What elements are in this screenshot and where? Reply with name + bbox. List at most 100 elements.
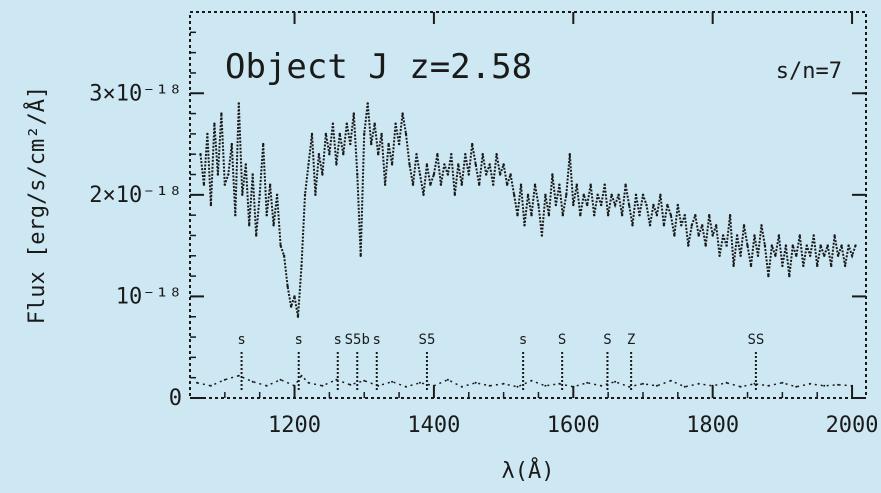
spectrum-point: [589, 183, 592, 186]
line-marker-label: s: [373, 332, 381, 348]
error-point: [683, 385, 686, 388]
spectrum-point: [540, 234, 544, 237]
spectrum-point: [624, 183, 627, 186]
spectrum-point: [721, 234, 725, 237]
spectrum-point: [533, 183, 537, 186]
spectrum-point: [582, 193, 585, 196]
spectrum-point: [645, 203, 648, 207]
spectrum-point: [453, 193, 456, 196]
spectrum-point: [387, 142, 390, 146]
spectrum-point: [715, 224, 718, 227]
error-point: [488, 384, 491, 387]
line-marker-label: s: [519, 332, 527, 348]
spectrum-point: [826, 244, 829, 247]
spectrum-point: [742, 224, 746, 227]
spectrum-point: [847, 244, 850, 247]
spectrum-point: [735, 234, 739, 237]
spectrum-point: [593, 214, 596, 217]
spectrum-point: [788, 274, 791, 278]
spectrum-point: [223, 183, 226, 186]
spectrum-point: [213, 122, 216, 125]
spectrum-point: [220, 112, 223, 115]
y-tick-label: 3×10⁻¹⁸: [89, 81, 182, 106]
spectrum-point: [579, 214, 582, 217]
spectrum-point: [673, 234, 676, 237]
spectrum-point: [255, 234, 258, 237]
error-point: [460, 385, 463, 388]
spectrum-point: [805, 244, 808, 247]
x-axis-label: λ(Å): [502, 457, 555, 484]
error-point: [419, 381, 421, 384]
spectrum-point: [209, 203, 213, 207]
spectrum-point: [457, 163, 460, 166]
spectrum-point: [565, 193, 568, 196]
spectrum-point: [687, 244, 690, 247]
spectrum-point: [498, 173, 502, 176]
line-marker-label: s: [334, 332, 342, 348]
plot-frame: [189, 11, 867, 399]
spectrum-point: [383, 183, 387, 186]
spectrum-point: [380, 132, 383, 136]
error-point: [237, 374, 240, 377]
spectrum-point: [641, 193, 645, 196]
spectrum-point: [781, 264, 784, 268]
spectrum-point: [586, 203, 589, 207]
y-tick-label: 0: [169, 386, 182, 411]
error-point: [795, 385, 798, 388]
spectrum-point: [537, 203, 540, 207]
spectrum-point: [697, 234, 700, 237]
error-point: [530, 379, 533, 382]
error-point: [223, 378, 226, 381]
spectrum-point: [610, 193, 613, 196]
error-point: [851, 384, 854, 387]
spectrum-point: [443, 163, 446, 166]
spectrum-point: [408, 163, 411, 166]
spectrum-point: [199, 153, 202, 156]
spectrum-point: [600, 203, 603, 207]
spectrum-point: [547, 214, 551, 217]
spectrum-point: [279, 244, 282, 247]
spectrum-point: [202, 183, 206, 186]
line-marker-label: s: [294, 332, 302, 348]
error-point: [307, 381, 310, 384]
x-tick-label: 1600: [547, 413, 600, 438]
spectrum-point: [394, 122, 397, 125]
error-point: [600, 384, 603, 387]
error-point: [196, 381, 198, 384]
error-point: [725, 381, 728, 384]
error-point: [655, 384, 658, 387]
spectrum-point: [843, 264, 847, 268]
spectrum-point: [760, 224, 763, 227]
spectrum-point: [439, 183, 443, 186]
error-point: [697, 382, 700, 385]
spectrum-point: [328, 153, 331, 156]
spectrum-point: [690, 224, 693, 227]
line-marker-label: s: [237, 332, 245, 348]
spectrum-point: [708, 214, 711, 217]
spectrum-point: [746, 244, 749, 247]
spectrum-point: [823, 254, 826, 257]
spectrum-point: [763, 244, 767, 247]
spectrum-point: [390, 163, 394, 166]
spectrum-point: [335, 163, 338, 166]
x-tick-label: 1400: [407, 413, 460, 438]
error-point: [474, 381, 477, 384]
spectrum-point: [505, 183, 509, 186]
error-point: [293, 384, 296, 387]
spectrum-point: [718, 254, 721, 257]
spectrum-point: [666, 203, 669, 207]
error-point: [837, 383, 840, 386]
spectrum-point: [324, 132, 328, 136]
spectrum-point: [802, 264, 805, 268]
spectrum-point: [558, 183, 561, 186]
spectrum-point: [206, 132, 209, 136]
spectrum-point: [606, 214, 610, 217]
text-layer: 1200 1400 1600 1800 2000 0 10⁻¹⁸ 2×10⁻¹⁸ 3×10⁻¹⁸…: [23, 47, 879, 484]
spectrum-point: [331, 122, 335, 125]
spectrum-point: [363, 132, 366, 136]
spectrum-point: [749, 264, 753, 268]
spectrum-point: [377, 153, 380, 156]
spectrum-point: [345, 122, 348, 125]
spectrum-point: [234, 214, 237, 217]
error-point: [349, 383, 352, 386]
